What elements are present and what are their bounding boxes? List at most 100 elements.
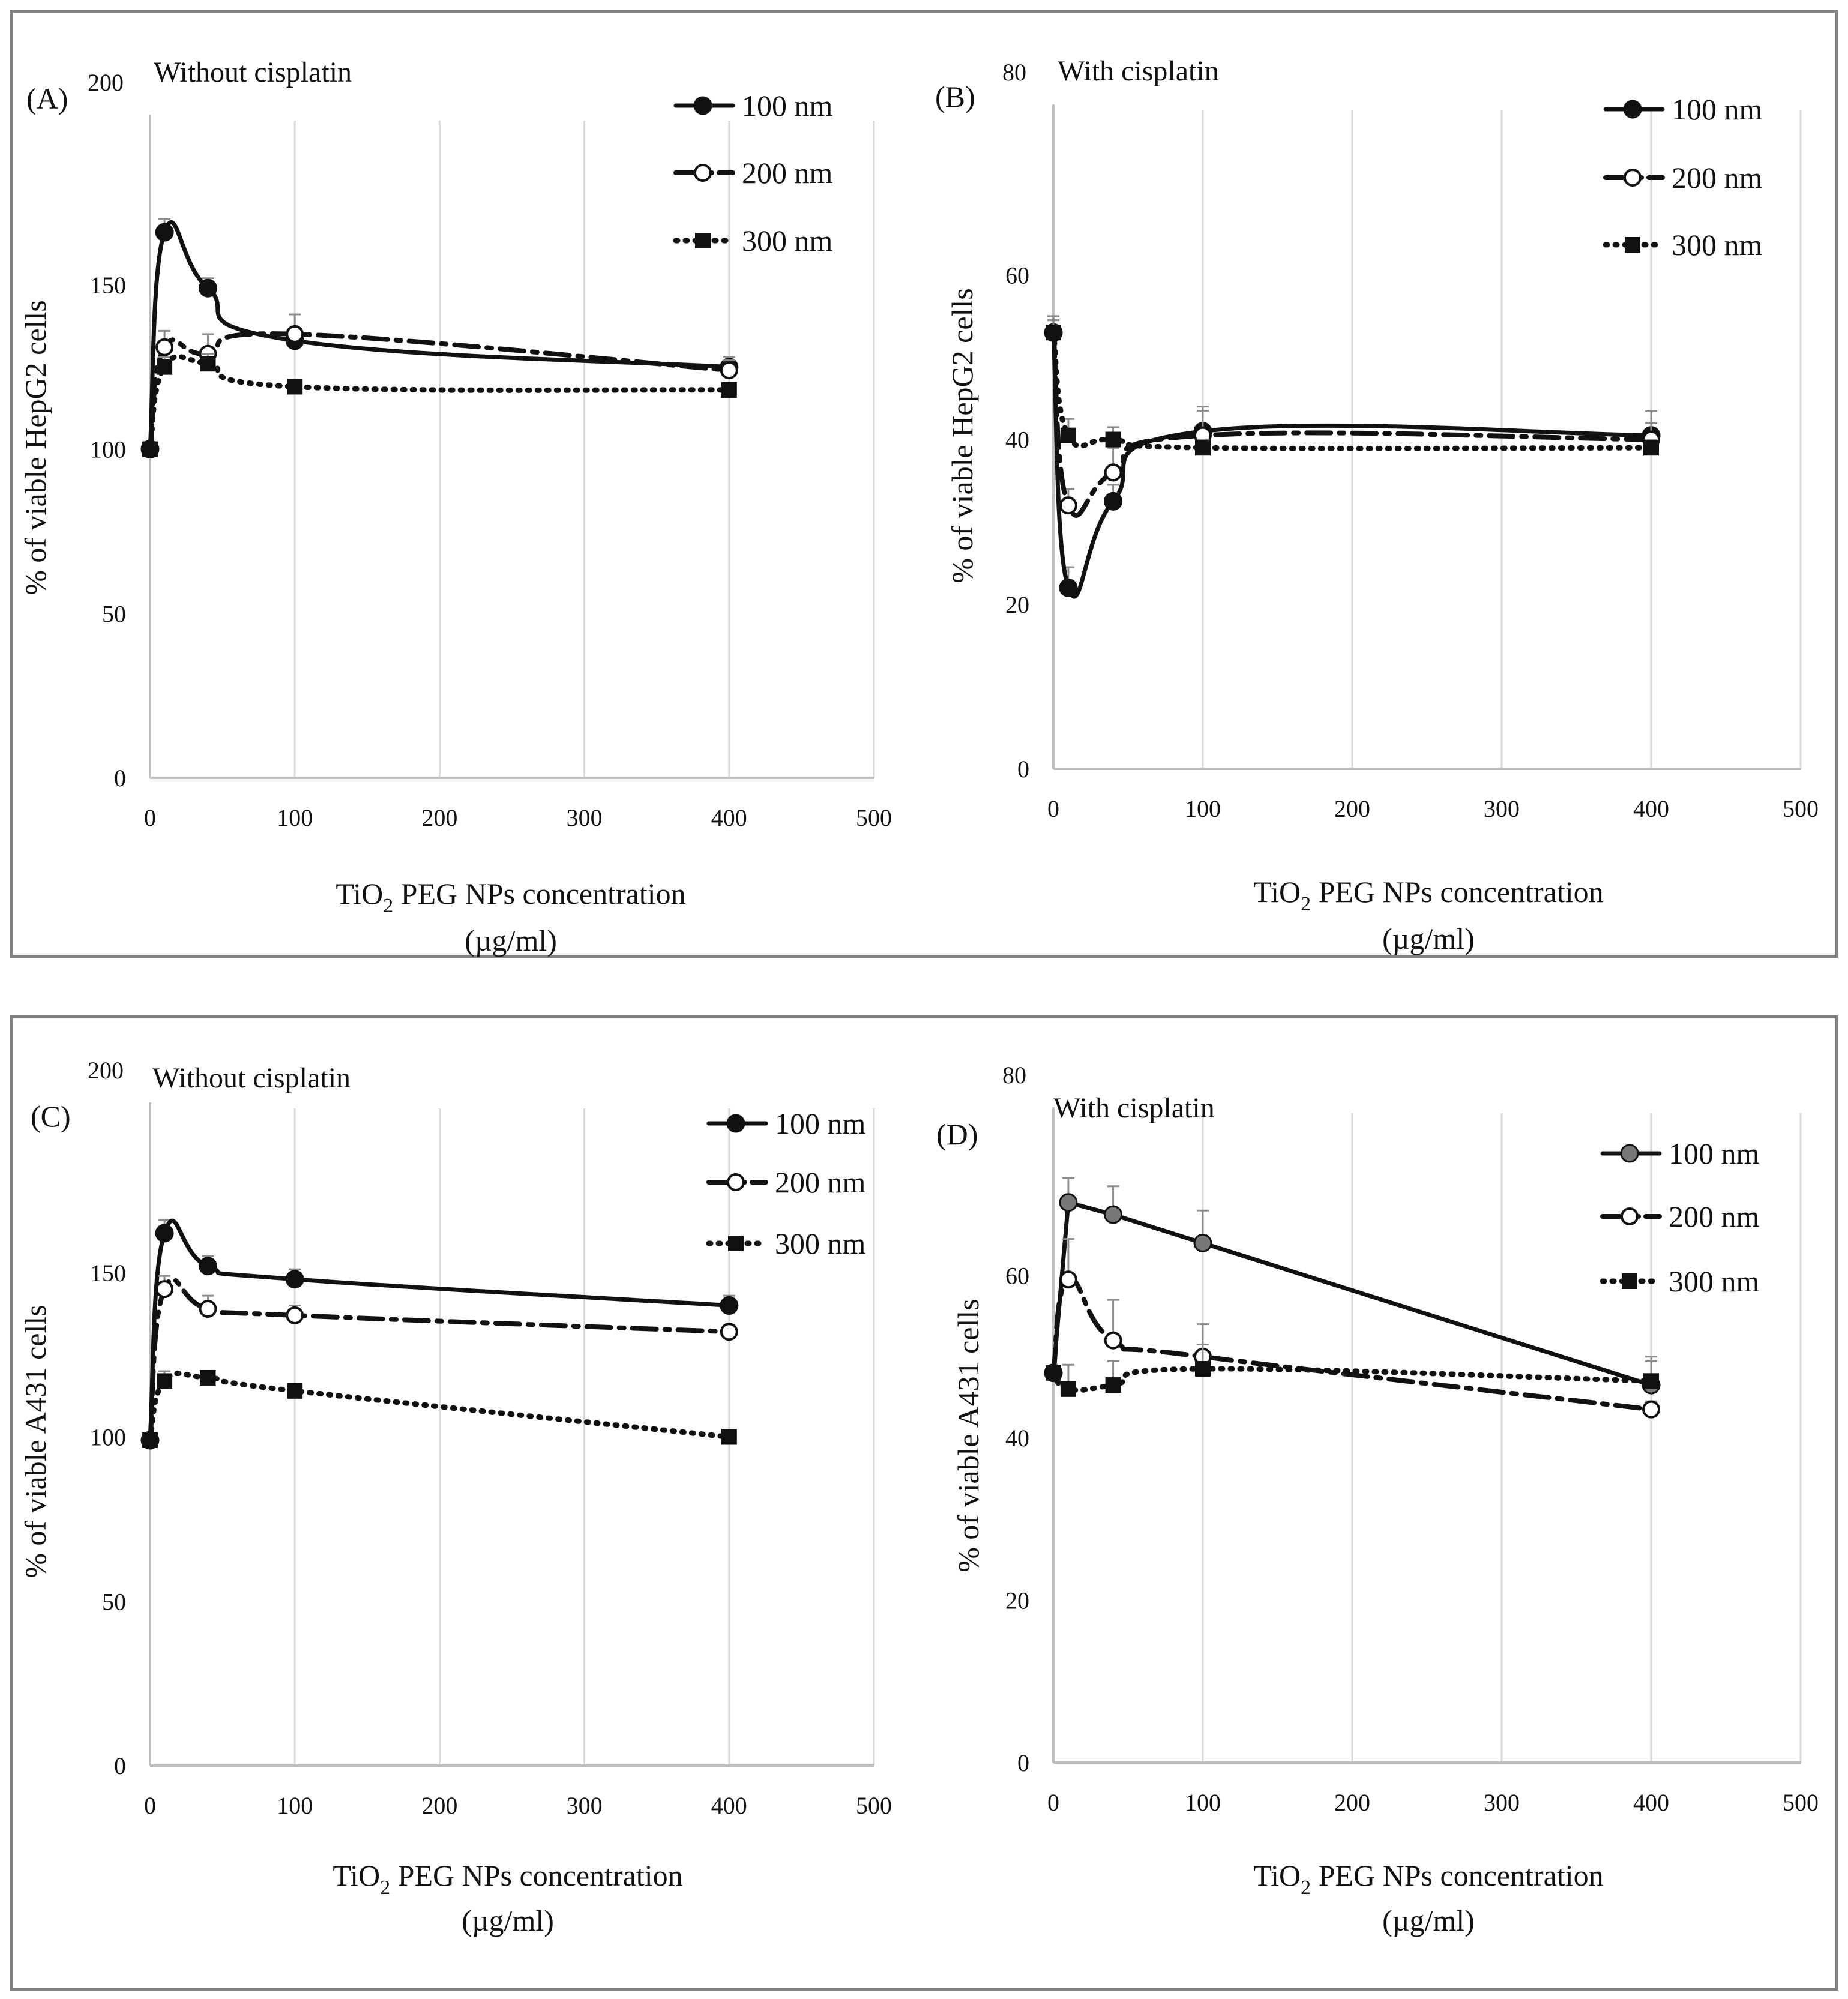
x-tick-label: 200 bbox=[1334, 795, 1370, 822]
legend-label: 300 nm bbox=[775, 1227, 866, 1260]
x-tick-label: 300 bbox=[1484, 795, 1520, 822]
legend-item: 100 nm bbox=[1603, 92, 1763, 126]
x-tick-label: 0 bbox=[144, 804, 156, 831]
x-axis-label: TiO2 PEG NPs concentration bbox=[333, 1859, 682, 1899]
y-tick-label: 0 bbox=[1017, 756, 1029, 783]
data-point bbox=[1104, 491, 1123, 511]
legend-label: 300 nm bbox=[1669, 1264, 1760, 1298]
legend-item: 200 nm bbox=[1603, 161, 1763, 194]
legend-item: 100 nm bbox=[706, 1107, 866, 1140]
y-tick-label: 150 bbox=[90, 1260, 126, 1287]
data-point bbox=[1195, 440, 1211, 456]
legend-label: 300 nm bbox=[1672, 228, 1763, 262]
gridlines bbox=[293, 1108, 875, 1766]
series-line bbox=[148, 1276, 732, 1443]
data-point bbox=[157, 1373, 173, 1389]
legend-item: 300 nm bbox=[1603, 228, 1763, 262]
x-axis-label-part: TiO bbox=[1253, 875, 1301, 909]
legend-item: 200 nm bbox=[1600, 1200, 1760, 1233]
y-tick-label: 20 bbox=[1005, 591, 1029, 618]
x-axis-label-part: PEG NPs concentration bbox=[393, 877, 685, 910]
data-point bbox=[198, 278, 217, 298]
y-tick-label: 40 bbox=[1005, 1425, 1029, 1452]
series-300-nm bbox=[142, 1369, 737, 1448]
data-point bbox=[286, 1306, 304, 1324]
chart-panel-a: 0 100 200 300 400 500 0 50 100 150 200 (A) Without c… bbox=[19, 56, 892, 957]
legend-item: 300 nm bbox=[1600, 1264, 1760, 1298]
data-point bbox=[1195, 1361, 1211, 1377]
series-line bbox=[1050, 329, 1654, 452]
x-tick-label: 400 bbox=[711, 804, 747, 831]
data-point bbox=[1193, 1233, 1212, 1252]
data-point bbox=[1060, 427, 1076, 443]
x-axis-label-units: (µg/ml) bbox=[462, 1904, 554, 1937]
legend-marker bbox=[727, 1173, 745, 1191]
legend-item: 200 nm bbox=[706, 1165, 866, 1199]
x-tick-label: 500 bbox=[1783, 1789, 1819, 1816]
y-tick-label: 50 bbox=[102, 600, 126, 627]
x-tick-label: 100 bbox=[1185, 795, 1221, 822]
legend-label: 100 nm bbox=[1672, 92, 1763, 126]
x-axis-label-subscript: 2 bbox=[1301, 1877, 1311, 1899]
legend-label: 100 nm bbox=[742, 89, 833, 122]
legend-marker bbox=[728, 1236, 744, 1251]
x-tick-label: 300 bbox=[567, 1792, 603, 1819]
legend-marker bbox=[695, 233, 711, 248]
legend-label: 100 nm bbox=[775, 1107, 866, 1140]
data-point bbox=[155, 338, 174, 356]
x-tick-label: 100 bbox=[277, 804, 313, 831]
data-point bbox=[155, 1224, 174, 1243]
bottom-figure-frame bbox=[10, 1015, 1838, 1991]
data-point bbox=[1060, 1381, 1076, 1397]
series-100-nm bbox=[140, 218, 739, 458]
legend-item: 300 nm bbox=[673, 224, 833, 257]
y-tick-label: 0 bbox=[114, 1752, 126, 1779]
x-tick-label: 300 bbox=[1484, 1789, 1520, 1816]
chart-title: With cisplatin bbox=[1058, 55, 1219, 87]
panel-label: (A) bbox=[26, 82, 68, 115]
data-point bbox=[1105, 431, 1121, 448]
series-line bbox=[147, 353, 732, 452]
x-axis-label: TiO2 PEG NPs concentration bbox=[336, 877, 685, 917]
data-point bbox=[157, 359, 173, 375]
data-point bbox=[142, 441, 158, 457]
series-300-nm bbox=[1046, 315, 1659, 456]
legend-item: 200 nm bbox=[673, 156, 833, 190]
y-tick-label: 200 bbox=[88, 1057, 124, 1084]
legend-marker bbox=[1625, 237, 1640, 253]
x-tick-label: 400 bbox=[1633, 1789, 1669, 1816]
y-tick-label: 60 bbox=[1005, 1263, 1029, 1290]
data-point bbox=[1059, 1193, 1078, 1212]
chart-panel-d: 0 100 200 300 400 500 0 20 40 60 80 (D) With cisplat… bbox=[936, 1062, 1819, 1937]
chart-title: Without cisplatin bbox=[154, 56, 352, 88]
x-axis-label-part: TiO bbox=[336, 877, 383, 910]
x-axis-label-units: (µg/ml) bbox=[465, 924, 557, 957]
data-point bbox=[1642, 1400, 1660, 1419]
x-tick-label: 0 bbox=[144, 1792, 156, 1819]
y-tick-label: 100 bbox=[90, 436, 126, 463]
y-axis-label: % of viable HepG2 cells bbox=[945, 288, 979, 583]
legend-marker bbox=[694, 164, 712, 182]
chart-title: With cisplatin bbox=[1053, 1092, 1215, 1124]
legend-label: 300 nm bbox=[742, 224, 833, 257]
series-line bbox=[148, 220, 732, 451]
series-300-nm bbox=[1046, 1343, 1659, 1397]
legend-label: 200 nm bbox=[1672, 161, 1763, 194]
legend-item: 100 nm bbox=[673, 89, 833, 122]
data-point bbox=[155, 1280, 174, 1299]
top-figure-frame bbox=[10, 10, 1838, 958]
x-axis-label-subscript: 2 bbox=[1301, 893, 1311, 915]
y-tick-label: 80 bbox=[1002, 1062, 1026, 1089]
data-point bbox=[721, 1429, 737, 1445]
series-line bbox=[148, 1219, 732, 1443]
y-axis-label: % of viable HepG2 cells bbox=[19, 300, 52, 595]
data-point bbox=[1104, 1205, 1123, 1224]
data-point bbox=[1046, 1365, 1061, 1381]
legend-marker bbox=[1622, 1273, 1637, 1289]
y-tick-label: 60 bbox=[1005, 262, 1029, 289]
legend-item: 100 nm bbox=[1600, 1137, 1760, 1170]
data-point bbox=[1059, 578, 1078, 597]
panel-label: (B) bbox=[935, 80, 975, 113]
x-tick-label: 400 bbox=[711, 1792, 747, 1819]
data-point bbox=[720, 361, 738, 380]
